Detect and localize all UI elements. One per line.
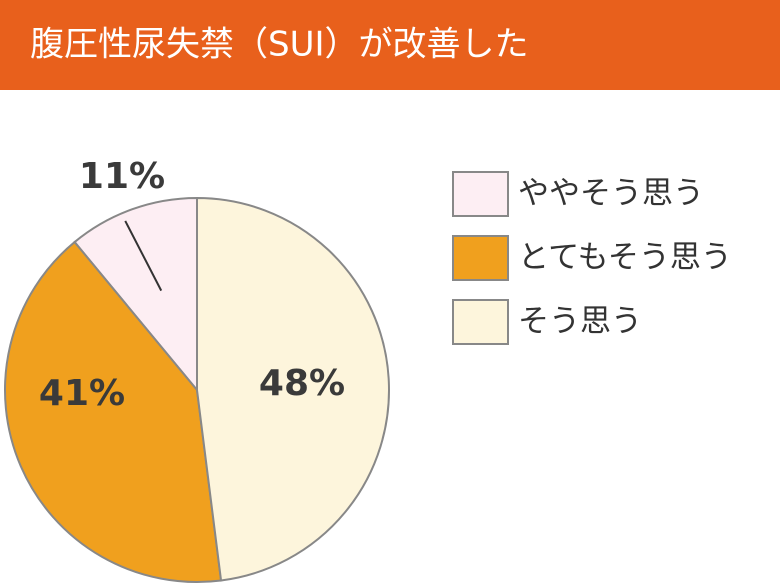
pie-slice bbox=[196, 196, 390, 582]
title-band bbox=[0, 0, 780, 90]
pie-slice bbox=[73, 196, 198, 393]
value-label: 11% bbox=[79, 156, 165, 197]
legend-label: そう思う bbox=[518, 304, 642, 340]
legend-label: とてもそう思う bbox=[518, 240, 732, 276]
pie-slice bbox=[4, 240, 223, 583]
value-label: 48% bbox=[259, 363, 345, 404]
legend-swatch bbox=[452, 235, 509, 281]
legend-label: ややそう思う bbox=[518, 176, 704, 212]
chart-title: 腹圧性尿失禁（SUI）が改善した bbox=[30, 25, 529, 65]
legend-swatch bbox=[452, 171, 509, 217]
leader-line bbox=[124, 220, 163, 292]
legend-swatch bbox=[452, 299, 509, 345]
value-label: 41% bbox=[39, 373, 125, 414]
